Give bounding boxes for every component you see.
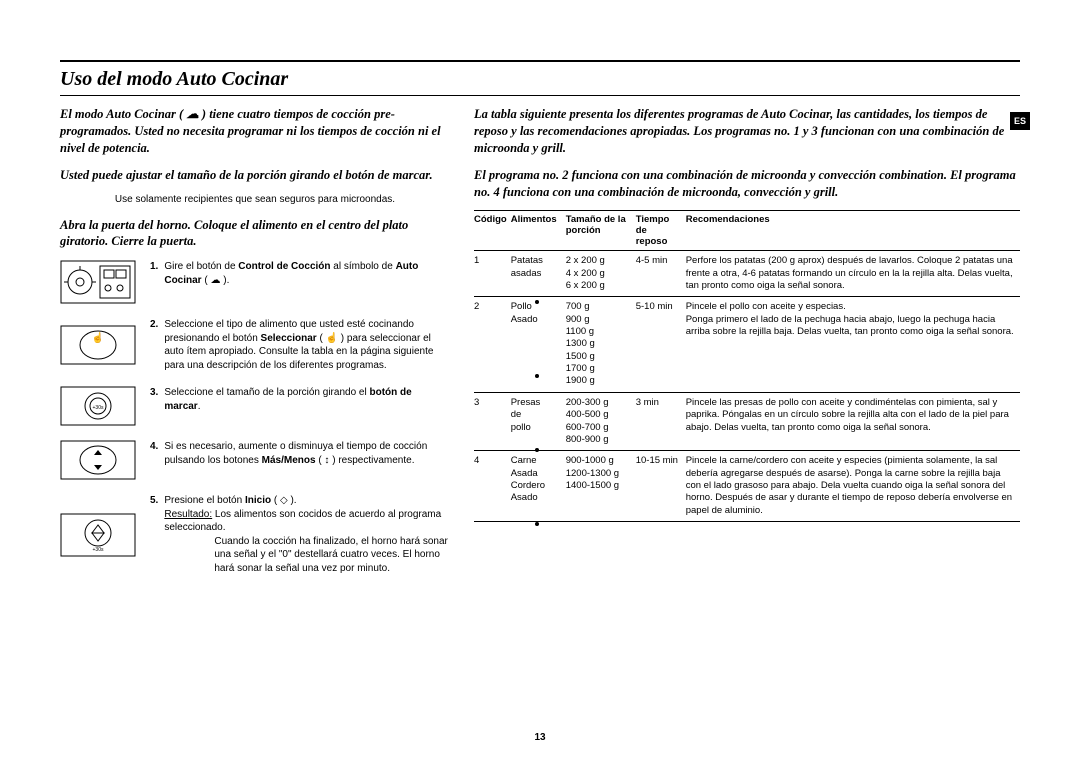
svg-text:+30s: +30s — [93, 405, 104, 411]
dot-icon — [535, 522, 539, 526]
step-5: +30s 5. Presione el botón Inicio ( ◇ ). … — [60, 494, 450, 575]
table-cell: Pincele el pollo con aceite y especias.P… — [686, 297, 1020, 392]
table-cell: 10-15 min — [636, 451, 686, 522]
step-body: Si es necesario, aumente o disminuya el … — [164, 440, 450, 480]
dot-icon — [535, 300, 539, 304]
binding-dots — [535, 300, 539, 526]
table-row: 1Patatasasadas2 x 200 g4 x 200 g6 x 200 … — [474, 251, 1020, 297]
auto-cook-table: Código Alimentos Tamaño de laporción Tie… — [474, 210, 1020, 522]
table-cell: 700 g900 g1100 g1300 g1500 g1700 g1900 g — [566, 297, 636, 392]
more-less-button-icon — [60, 440, 136, 480]
step-3: +30s 3. Seleccione el tamaño de la porci… — [60, 386, 450, 426]
step-body: Gire el botón de Control de Cocción al s… — [164, 260, 450, 304]
start-button-icon: +30s — [60, 494, 136, 575]
page-title: Uso del modo Auto Cocinar — [60, 60, 1020, 96]
th-size: Tamaño de laporción — [566, 211, 636, 251]
safety-note: Use solamente recipientes que sean segur… — [60, 194, 450, 205]
table-row: 4CarneAsadaCorderoAsado900-1000 g1200-13… — [474, 451, 1020, 522]
table-intro-2: El programa no. 2 funciona con una combi… — [474, 167, 1020, 201]
step-number: 3. — [150, 386, 158, 426]
table-cell: 3 min — [636, 392, 686, 450]
table-cell: 900-1000 g1200-1300 g1400-1500 g — [566, 451, 636, 522]
step-1: 1. Gire el botón de Control de Cocción a… — [60, 260, 450, 304]
intro-paragraph-1: El modo Auto Cocinar ( ☁ ) tiene cuatro … — [60, 106, 450, 157]
th-rec: Recomendaciones — [686, 211, 1020, 251]
step-number: 1. — [150, 260, 158, 304]
table-cell: 1 — [474, 251, 511, 297]
th-food: Alimentos — [511, 211, 566, 251]
step-number: 4. — [150, 440, 158, 480]
table-cell: 4-5 min — [636, 251, 686, 297]
table-cell: 200-300 g400-500 g600-700 g800-900 g — [566, 392, 636, 450]
step-body: Seleccione el tipo de alimento que usted… — [164, 318, 450, 372]
language-tab: ES — [1010, 112, 1030, 130]
table-cell: 4 — [474, 451, 511, 522]
page-number: 13 — [534, 732, 545, 743]
step-2: ☝ 2. Seleccione el tipo de alimento que … — [60, 318, 450, 372]
result-label: Resultado: — [164, 509, 212, 520]
table-cell: Pincele las presas de pollo con aceite y… — [686, 392, 1020, 450]
left-column: El modo Auto Cocinar ( ☁ ) tiene cuatro … — [60, 106, 450, 589]
th-rest: Tiempo dereposo — [636, 211, 686, 251]
step-body: Seleccione el tamaño de la porción giran… — [164, 386, 450, 426]
table-cell: Pincele la carne/cordero con aceite y es… — [686, 451, 1020, 522]
step-number: 2. — [150, 318, 158, 372]
table-intro-1: La tabla siguiente presenta los diferent… — [474, 106, 1020, 157]
result-detail: Cuando la cocción ha finalizado, el horn… — [214, 535, 450, 576]
dot-icon — [535, 448, 539, 452]
right-column: La tabla siguiente presenta los diferent… — [474, 106, 1020, 589]
two-column-layout: El modo Auto Cocinar ( ☁ ) tiene cuatro … — [60, 106, 1020, 589]
intro-paragraph-2: Usted puede ajustar el tamaño de la porc… — [60, 167, 450, 184]
dot-icon — [535, 374, 539, 378]
table-cell: Perfore los patatas (200 g aprox) despué… — [686, 251, 1020, 297]
select-button-icon: ☝ — [60, 318, 136, 372]
table-cell: 2 x 200 g4 x 200 g6 x 200 g — [566, 251, 636, 297]
table-row: 2PolloAsado700 g900 g1100 g1300 g1500 g1… — [474, 297, 1020, 392]
table-cell: Patatasasadas — [511, 251, 566, 297]
svg-text:+30s: +30s — [93, 547, 104, 553]
intro-paragraph-3: Abra la puerta del horno. Coloque el ali… — [60, 217, 450, 251]
table-row: 3Presasdepollo200-300 g400-500 g600-700 … — [474, 392, 1020, 450]
th-code: Código — [474, 211, 511, 251]
table-cell: 2 — [474, 297, 511, 392]
step-4: 4. Si es necesario, aumente o disminuya … — [60, 440, 450, 480]
table-cell: 5-10 min — [636, 297, 686, 392]
step-body: Presione el botón Inicio ( ◇ ). Resultad… — [164, 494, 450, 575]
dial-portion-icon: +30s — [60, 386, 136, 426]
table-cell: 3 — [474, 392, 511, 450]
svg-text:☝: ☝ — [92, 331, 104, 344]
step-number: 5. — [150, 494, 158, 575]
dial-cook-control-icon — [60, 260, 136, 304]
